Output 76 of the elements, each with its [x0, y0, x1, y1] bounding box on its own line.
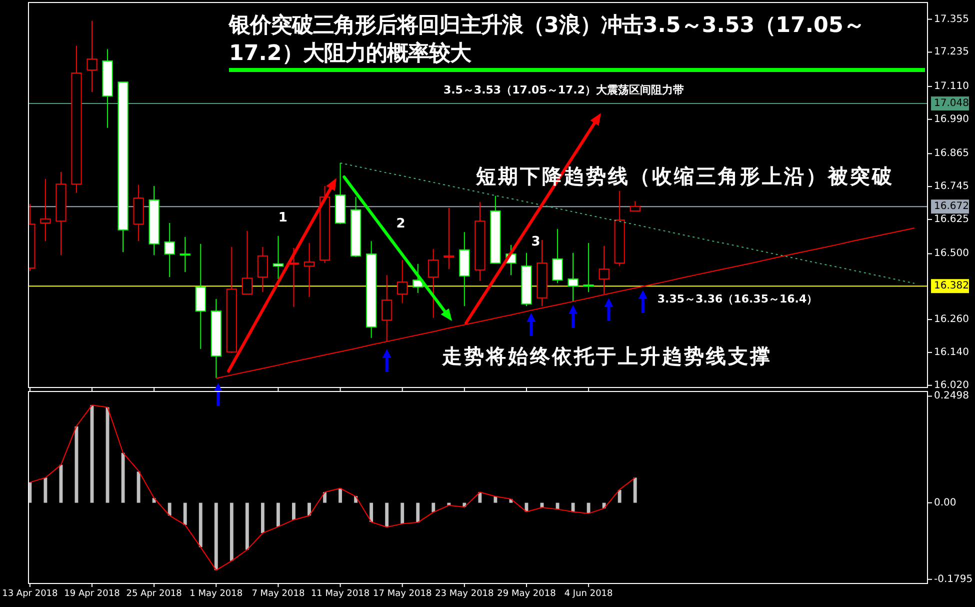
ref-line-label: 16.672	[934, 201, 969, 212]
text: 银价突破三角形后将回归主升浪（3浪）冲击3.5～3.53（17.05～17.2）大阻力的概率较大	[229, 12, 925, 72]
x-tick-label: 17 May 2018	[373, 589, 432, 599]
line-series	[340, 162, 915, 284]
bar	[168, 502, 172, 516]
y-tick-label: 0.00	[934, 497, 956, 508]
bar	[214, 502, 218, 570]
bar	[370, 502, 374, 522]
y-tick-label: 16.260	[934, 314, 969, 326]
candlestick	[242, 230, 252, 295]
x-tick-label: 11 May 2018	[310, 589, 370, 599]
y-tick-label: 17.355	[934, 14, 969, 25]
bar	[276, 502, 280, 527]
bar	[571, 502, 575, 512]
bar	[338, 488, 342, 503]
bar	[183, 502, 187, 525]
candlestick	[444, 207, 454, 270]
candlestick	[304, 242, 315, 298]
x-tick-label: 19 Apr 2018	[64, 589, 120, 599]
x-tick-label: 29 May 2018	[497, 589, 556, 599]
candlestick	[583, 242, 594, 293]
y-tick-label: 17.110	[934, 80, 969, 92]
x-tick-label: 1 May 2018	[190, 589, 243, 599]
bar	[198, 502, 202, 548]
annotation: 3.5～3.53（17.05～17.2）大震荡区间阻力带	[443, 84, 684, 96]
bar	[586, 502, 590, 514]
annotation: 3.35～3.36（16.35～16.4）	[657, 292, 818, 306]
candlestick	[630, 200, 640, 212]
bar	[416, 502, 420, 522]
y-tick-label: 16.500	[934, 248, 969, 260]
candlestick	[552, 228, 563, 284]
bar	[245, 502, 249, 550]
candlestick	[40, 178, 51, 242]
annotation: 2	[396, 216, 406, 232]
line-series	[29, 404, 636, 571]
y-tick-label: 16.745	[934, 181, 969, 192]
bar	[292, 502, 296, 520]
line-series	[216, 227, 915, 379]
y-tick-label: 16.990	[934, 114, 969, 125]
bar	[230, 502, 234, 561]
candlestick	[397, 260, 408, 304]
x-tick-label: 4 Jun 2018	[564, 589, 614, 599]
bar	[618, 490, 622, 503]
ref-line-label: 17.048	[934, 98, 969, 109]
x-tick-label: 25 Apr 2018	[126, 589, 182, 599]
candlestick	[382, 274, 392, 343]
x-tick-label: 13 Apr 2018	[2, 589, 58, 599]
bar	[308, 502, 311, 516]
candlestick	[257, 246, 268, 293]
y-tick-label: 17.235	[934, 46, 969, 58]
y-tick-label: 16.865	[934, 148, 969, 160]
candlestick	[428, 248, 439, 318]
annotation: 3	[531, 234, 540, 250]
bar	[260, 502, 264, 534]
y-tick-label: -0.1795	[934, 574, 973, 585]
bar	[136, 472, 140, 503]
y-tick-label: 16.020	[934, 380, 969, 391]
y-tick-label: 16.140	[934, 346, 969, 358]
candlestick	[598, 246, 610, 295]
candlestick	[272, 235, 284, 280]
annotation: 1	[278, 210, 288, 226]
y-tick-label: 16.625	[934, 214, 969, 225]
bar	[432, 502, 436, 512]
annotation: 走势将始终依托于上升趋势线支撑	[441, 344, 772, 368]
x-tick-label: 7 May 2018	[252, 589, 305, 599]
x-tick-label: 23 May 2018	[435, 589, 494, 599]
bar	[121, 452, 125, 503]
y-tick-label: 0.2498	[934, 390, 969, 402]
candlestick	[568, 252, 578, 302]
bar	[633, 478, 637, 503]
candlestick	[86, 20, 98, 92]
candlestick	[180, 236, 190, 273]
candlestick	[164, 222, 175, 278]
bar	[400, 502, 404, 524]
bar	[385, 502, 389, 528]
ref-line-label: 16.382	[934, 280, 969, 292]
